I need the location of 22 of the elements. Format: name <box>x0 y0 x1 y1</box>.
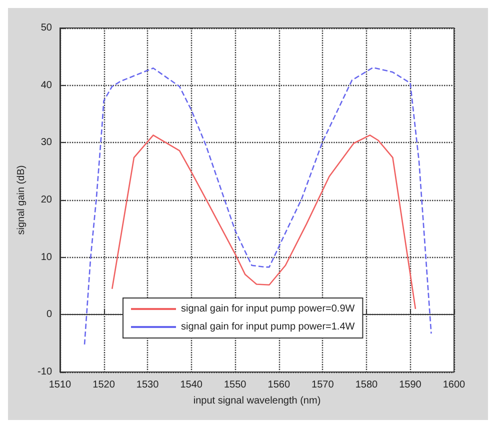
x-tick-label: 1590 <box>399 380 422 390</box>
x-tick-label: 1580 <box>355 380 378 390</box>
y-axis-title: signal gain (dB) <box>16 165 28 235</box>
x-tick-label: 1560 <box>268 380 290 390</box>
x-tick-label: 1520 <box>92 380 116 390</box>
x-tick-label: 1530 <box>136 380 160 390</box>
y-tick-label: 10 <box>40 252 52 263</box>
legend-label: signal gain for input pump power=0.9W <box>181 304 356 314</box>
y-tick-label: 0 <box>46 309 52 320</box>
x-tick-label: 1570 <box>312 380 334 390</box>
y-tick-label: 50 <box>40 22 52 34</box>
x-tick-label: 1540 <box>180 380 203 390</box>
x-axis-title: input signal wavelength (nm) <box>193 396 321 406</box>
y-tick-label: 30 <box>40 137 52 148</box>
x-tick-label: 1510 <box>48 380 72 390</box>
x-tick-label: 1550 <box>224 380 247 390</box>
legend-label: signal gain for input pump power=1.4W <box>181 322 356 332</box>
x-tick-label: 1600 <box>442 380 466 390</box>
y-tick-label: 20 <box>40 194 52 206</box>
y-tick-label: -10 <box>38 366 52 378</box>
y-tick-label: 40 <box>40 80 52 91</box>
line-series <box>84 66 432 346</box>
